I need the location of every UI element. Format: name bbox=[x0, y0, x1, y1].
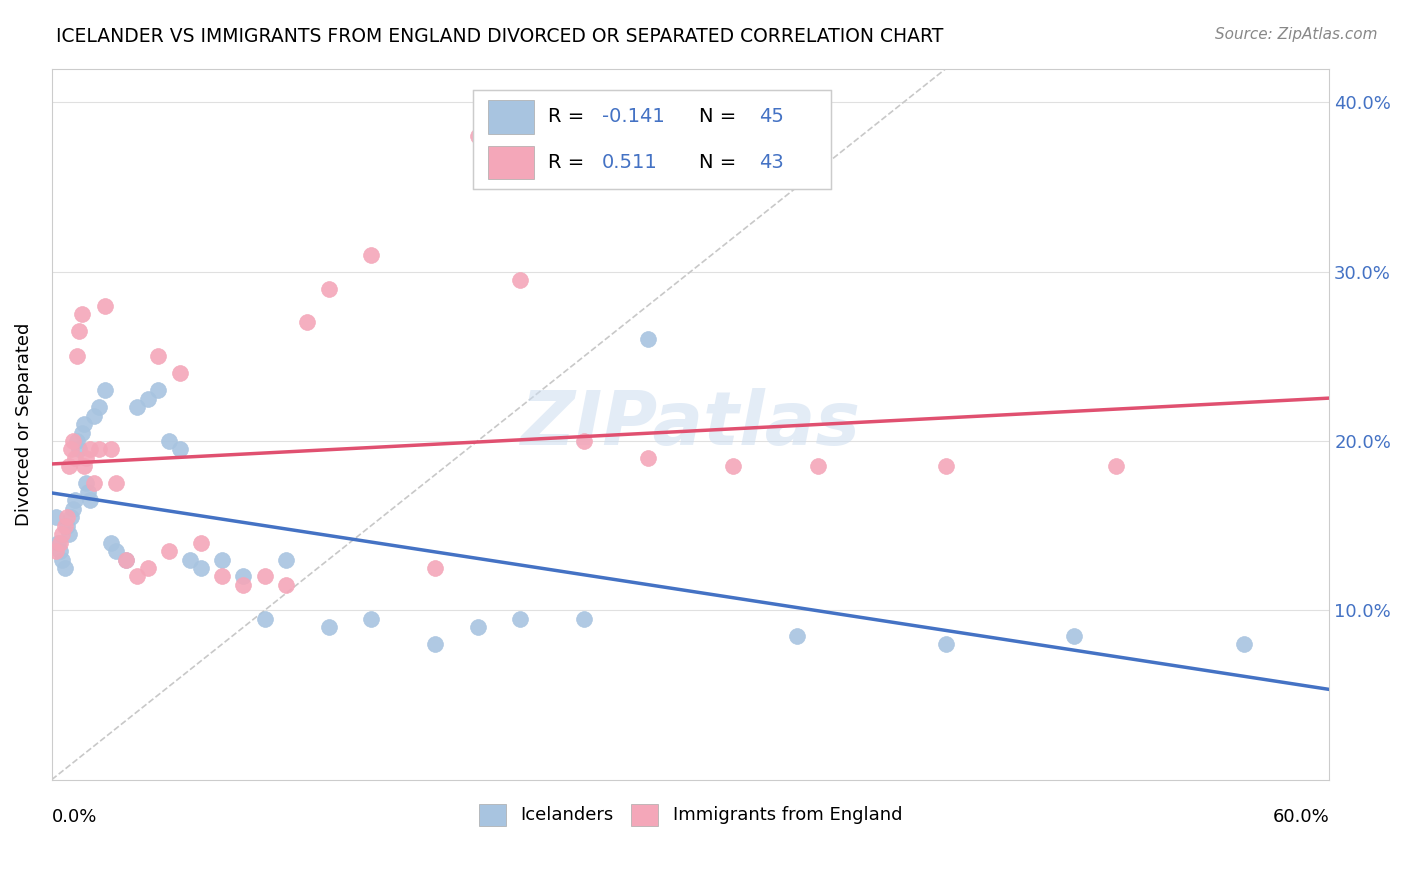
Point bbox=[79, 493, 101, 508]
Point bbox=[125, 400, 148, 414]
Y-axis label: Divorced or Separated: Divorced or Separated bbox=[15, 322, 32, 525]
Point bbox=[53, 518, 76, 533]
Point bbox=[572, 434, 595, 448]
Point bbox=[935, 459, 957, 474]
Point bbox=[1105, 459, 1128, 474]
Point bbox=[232, 569, 254, 583]
Point bbox=[45, 544, 67, 558]
Point bbox=[59, 442, 82, 457]
Point bbox=[423, 637, 446, 651]
Point bbox=[318, 282, 340, 296]
Point bbox=[318, 620, 340, 634]
Point bbox=[59, 510, 82, 524]
Point bbox=[467, 129, 489, 144]
Point bbox=[148, 383, 170, 397]
Point bbox=[572, 612, 595, 626]
Point bbox=[274, 552, 297, 566]
Point bbox=[115, 552, 138, 566]
Point bbox=[70, 425, 93, 440]
Point bbox=[49, 535, 72, 549]
Point bbox=[58, 459, 80, 474]
Point bbox=[232, 578, 254, 592]
Point bbox=[58, 527, 80, 541]
Point bbox=[157, 544, 180, 558]
Point bbox=[87, 400, 110, 414]
Point bbox=[157, 434, 180, 448]
Point bbox=[935, 637, 957, 651]
Legend: Icelanders, Immigrants from England: Icelanders, Immigrants from England bbox=[470, 795, 911, 835]
Point bbox=[360, 248, 382, 262]
Point bbox=[253, 569, 276, 583]
Point bbox=[77, 484, 100, 499]
Point bbox=[148, 349, 170, 363]
Point bbox=[169, 442, 191, 457]
Point bbox=[637, 333, 659, 347]
Point bbox=[467, 620, 489, 634]
Point bbox=[51, 527, 73, 541]
Point bbox=[100, 442, 122, 457]
Point bbox=[136, 561, 159, 575]
Point bbox=[94, 299, 117, 313]
Point bbox=[49, 544, 72, 558]
Point bbox=[179, 552, 201, 566]
Point bbox=[136, 392, 159, 406]
Point bbox=[297, 316, 319, 330]
Point bbox=[211, 569, 233, 583]
Point bbox=[62, 434, 84, 448]
Point bbox=[53, 561, 76, 575]
Point bbox=[83, 476, 105, 491]
Point bbox=[125, 569, 148, 583]
Point bbox=[100, 535, 122, 549]
Point bbox=[169, 366, 191, 380]
Point bbox=[274, 578, 297, 592]
Point bbox=[637, 450, 659, 465]
Point bbox=[807, 459, 830, 474]
Point bbox=[75, 476, 97, 491]
Point bbox=[75, 450, 97, 465]
Text: 0.0%: 0.0% bbox=[52, 808, 97, 826]
Point bbox=[63, 450, 86, 465]
Point bbox=[73, 417, 96, 431]
Point bbox=[70, 307, 93, 321]
Point bbox=[423, 561, 446, 575]
Point bbox=[509, 612, 531, 626]
Point bbox=[94, 383, 117, 397]
Point bbox=[79, 442, 101, 457]
Point bbox=[55, 510, 77, 524]
Point bbox=[509, 273, 531, 287]
Point bbox=[66, 434, 89, 448]
Point bbox=[46, 535, 69, 549]
Point bbox=[360, 612, 382, 626]
Point bbox=[721, 459, 744, 474]
Point bbox=[62, 501, 84, 516]
Text: ZIPatlas: ZIPatlas bbox=[520, 387, 860, 460]
Point bbox=[786, 629, 808, 643]
Point bbox=[211, 552, 233, 566]
Point bbox=[45, 510, 67, 524]
Point bbox=[73, 459, 96, 474]
Point bbox=[67, 324, 90, 338]
Point bbox=[55, 518, 77, 533]
Point bbox=[115, 552, 138, 566]
Text: Source: ZipAtlas.com: Source: ZipAtlas.com bbox=[1215, 27, 1378, 42]
Point bbox=[190, 535, 212, 549]
Point bbox=[66, 349, 89, 363]
Point bbox=[83, 409, 105, 423]
Point bbox=[253, 612, 276, 626]
Point bbox=[67, 442, 90, 457]
Point bbox=[87, 442, 110, 457]
Text: 60.0%: 60.0% bbox=[1272, 808, 1329, 826]
Text: ICELANDER VS IMMIGRANTS FROM ENGLAND DIVORCED OR SEPARATED CORRELATION CHART: ICELANDER VS IMMIGRANTS FROM ENGLAND DIV… bbox=[56, 27, 943, 45]
Point bbox=[104, 544, 127, 558]
Point bbox=[63, 493, 86, 508]
Point bbox=[1063, 629, 1085, 643]
Point bbox=[104, 476, 127, 491]
Point bbox=[51, 552, 73, 566]
Point bbox=[190, 561, 212, 575]
Point bbox=[1233, 637, 1256, 651]
